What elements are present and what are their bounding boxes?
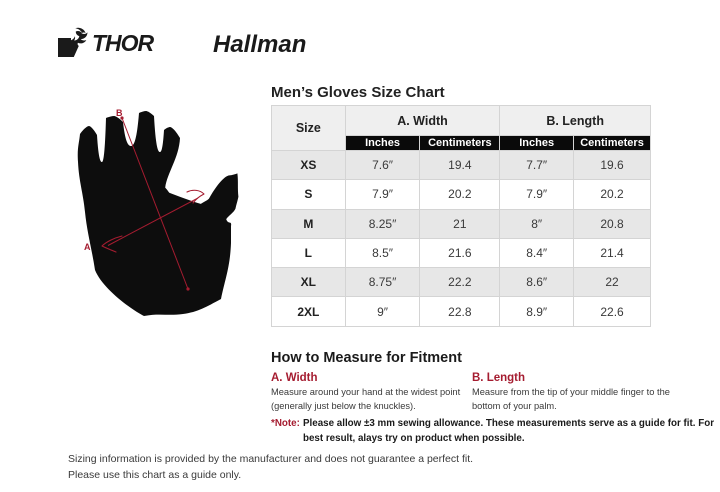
svg-text:B: B	[116, 108, 123, 118]
svg-text:Hallman: Hallman	[213, 31, 306, 58]
svg-text:A: A	[84, 242, 91, 252]
